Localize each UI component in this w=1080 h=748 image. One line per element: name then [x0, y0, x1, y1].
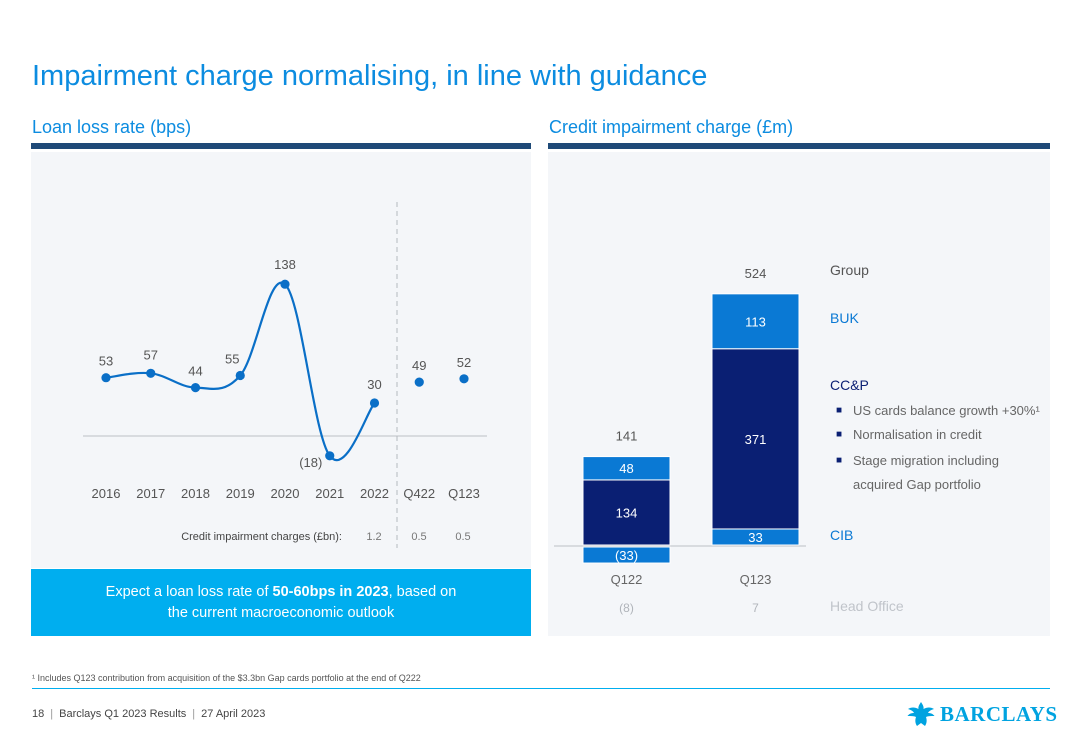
- value-label-2019: 55: [225, 352, 239, 367]
- charges-label: Credit impairment charges (£bn):: [181, 531, 342, 543]
- right-panel-rule: [548, 143, 1050, 149]
- logo-wordmark: BARCLAYS: [940, 702, 1058, 726]
- data-point-2018: [190, 383, 201, 393]
- bullet-icon: ■: [836, 429, 843, 440]
- category-label-2018: 2018: [181, 486, 210, 501]
- value-label-2021: (18): [299, 455, 322, 470]
- data-point-2022: [369, 398, 380, 408]
- footer-separator: |: [50, 708, 54, 720]
- charge-q422: 0.5: [411, 531, 426, 543]
- value-label-2016: 53: [99, 354, 113, 369]
- ccp-bullet-1: US cards balance growth +30%¹: [853, 403, 1040, 418]
- ccp-bullet-3-cont: acquired Gap portfolio: [853, 477, 981, 492]
- legend-ccp: CC&P: [830, 377, 869, 393]
- category-label-2017: 2017: [136, 486, 165, 501]
- footnote: ¹ Includes Q123 contribution from acquis…: [32, 673, 421, 683]
- ccp-bullet-3: Stage migration including: [853, 453, 999, 468]
- data-point-q123: [459, 374, 469, 384]
- eagle-icon: [907, 702, 935, 726]
- category-label-2020: 2020: [271, 486, 300, 501]
- left-chart-panel: [31, 152, 531, 568]
- value-label-q422: 49: [412, 358, 426, 373]
- bar-label-ccp-q122: 134: [616, 505, 638, 520]
- value-label-2018: 44: [188, 364, 202, 379]
- bar-buk-q123: [711, 293, 800, 350]
- data-point-2016: [101, 373, 111, 383]
- head-office-value-q122: (8): [619, 601, 634, 615]
- value-label-2017: 57: [144, 347, 158, 362]
- charge-2022: 1.2: [366, 531, 381, 543]
- value-label-2022: 30: [367, 377, 381, 392]
- ccp-bullet-list: ■ US cards balance growth +30%¹ ■ Normal…: [836, 403, 1046, 493]
- doc-title: Barclays Q1 2023 Results: [59, 708, 187, 720]
- legend-head-office: Head Office: [830, 598, 904, 614]
- bar-label-cib-q123: 33: [748, 530, 762, 545]
- legend-group: Group: [830, 262, 869, 278]
- bar-total-q123: 524: [745, 266, 767, 281]
- guidance-callout: Expect a loan loss rate of 50-60bps in 2…: [31, 569, 531, 636]
- bar-ccp-q123: [711, 348, 800, 530]
- data-point-q422: [414, 377, 424, 387]
- bar-label-buk-q122: 48: [619, 461, 633, 476]
- bar-label-ccp-q123: 371: [745, 432, 767, 447]
- bar-label-cib-q122: (33): [615, 548, 638, 563]
- page-title: Impairment charge normalising, in line w…: [32, 60, 708, 92]
- category-label-2016: 2016: [92, 486, 121, 501]
- credit-impairment-chart: (33) 134 48 33 371 113 Q122 Q123 141 524 (8) 7: [554, 266, 806, 615]
- value-label-2020: 138: [274, 257, 296, 272]
- legend-buk: BUK: [830, 310, 859, 326]
- callout-highlight: 50-60bps in 2023: [272, 584, 389, 600]
- category-label-2022: 2022: [360, 486, 389, 501]
- value-label-q123: 52: [457, 355, 471, 370]
- category-label-2019: 2019: [226, 486, 255, 501]
- loan-loss-rate-chart: 53 57 44 55 138 (18) 30 49 52 2016 2017 2018 2019 20…: [83, 202, 487, 548]
- page-number: 18: [32, 708, 45, 720]
- bar-buk-q122: [582, 456, 671, 481]
- data-point-2021: [325, 451, 335, 461]
- doc-date: 27 April 2023: [201, 708, 266, 720]
- bullet-icon: ■: [836, 405, 843, 416]
- legend-cib: CIB: [830, 527, 854, 543]
- right-panel-title: Credit impairment charge (£m): [549, 117, 794, 137]
- footer-separator: |: [192, 708, 196, 720]
- bar-total-q122: 141: [616, 429, 638, 444]
- bar-category-q123: Q123: [740, 572, 772, 587]
- category-label-q422: Q422: [403, 486, 435, 501]
- callout-prefix: Expect a loan loss rate of: [105, 584, 273, 600]
- barclays-logo: BARCLAYS: [906, 698, 1057, 730]
- bar-cib-q122: [582, 546, 671, 564]
- bullet-icon: ■: [836, 455, 843, 466]
- data-point-2019: [235, 370, 245, 381]
- charge-q123: 0.5: [455, 531, 470, 543]
- left-panel-rule: [31, 143, 531, 149]
- head-office-value-q123: 7: [752, 601, 759, 615]
- bar-ccp-q122: [582, 479, 671, 546]
- data-point-2020: [280, 279, 290, 289]
- footer-rule: [32, 688, 1050, 689]
- data-point-2017: [146, 368, 156, 378]
- category-label-2021: 2021: [315, 486, 344, 501]
- callout-suffix: , based on: [388, 584, 457, 600]
- footer: 18 | Barclays Q1 2023 Results | 27 April 202…: [32, 708, 265, 720]
- category-label-q123: Q123: [448, 486, 480, 501]
- callout-line2: the current macroeconomic outlook: [167, 605, 395, 621]
- bar-category-q122: Q122: [611, 572, 643, 587]
- bar-label-buk-q123: 113: [745, 314, 766, 329]
- left-panel-title: Loan loss rate (bps): [32, 117, 192, 137]
- ccp-bullet-2: Normalisation in credit: [853, 427, 982, 442]
